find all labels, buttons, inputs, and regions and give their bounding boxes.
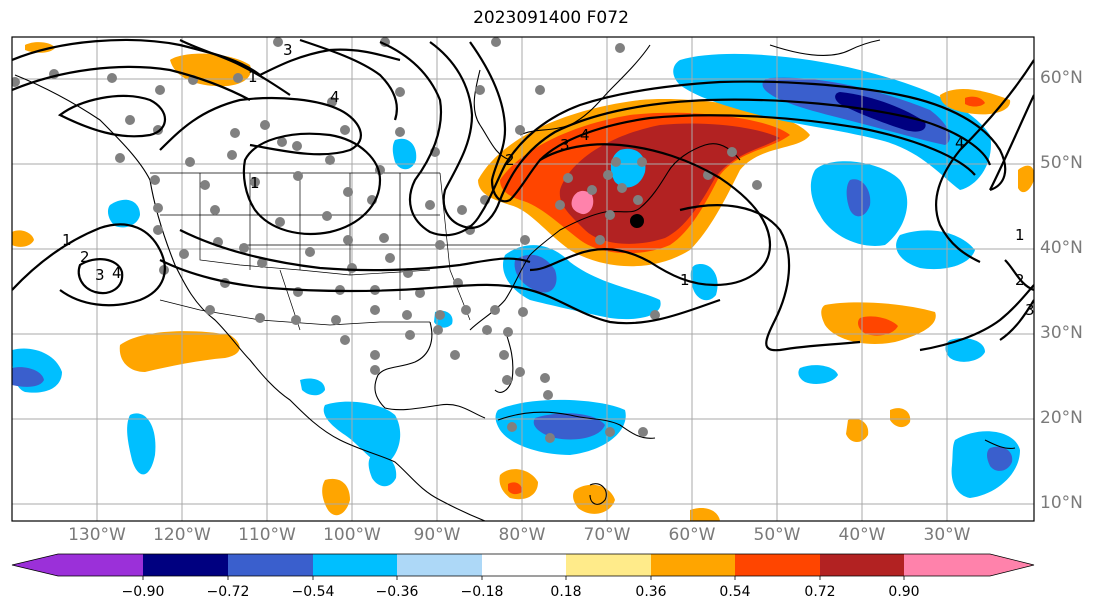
- contour-label: 4: [580, 126, 590, 144]
- lon-label: 70°W: [583, 525, 631, 545]
- warm-anomaly-orange-12: [890, 408, 911, 428]
- colorbar-tick-label: −0.54: [291, 584, 335, 600]
- lon-label: 40°W: [838, 525, 886, 545]
- colorbar-high-arrow: [990, 554, 1034, 576]
- lon-label: 90°W: [413, 525, 461, 545]
- warm-anomaly-orange-10: [1018, 165, 1034, 193]
- colorbar-tick-label: 0.72: [804, 584, 836, 600]
- contour-label: 3: [1025, 301, 1035, 319]
- contour-label: 4: [330, 88, 340, 106]
- cold-anomaly-cyan-6: [690, 264, 718, 301]
- colorbar-tick-label: −0.36: [375, 584, 419, 600]
- graticule: [12, 37, 1034, 521]
- lat-label: 40°N: [1040, 238, 1083, 258]
- warm-anomaly-orange-11: [12, 230, 34, 247]
- cold-anomaly-blue-2: [846, 179, 871, 217]
- lon-label: 50°W: [753, 525, 801, 545]
- contour-label: 2: [1015, 271, 1025, 289]
- warm-anomaly-orange-8: [322, 478, 350, 516]
- cold-anomaly-cyan-16: [798, 365, 838, 384]
- cold-anomaly-cyan-11: [127, 413, 156, 475]
- contour-label: 1: [250, 174, 260, 192]
- contour-label: 3: [95, 266, 105, 284]
- colorbar-tick-label: −0.90: [121, 584, 165, 600]
- lat-label: 10°N: [1040, 493, 1083, 513]
- contour-label: 1: [248, 68, 258, 86]
- warm-anomaly-orange-9: [573, 484, 615, 514]
- colorbar-tick-label: 0.18: [550, 584, 582, 600]
- cold-anomaly-cyan-4: [610, 148, 646, 188]
- colorbar-tick-label: 0.90: [888, 584, 920, 600]
- contour-label: 4: [112, 264, 122, 282]
- lon-label: 60°W: [668, 525, 716, 545]
- cold-anomaly-cyan-1: [673, 53, 991, 190]
- warm-anomaly-red-4: [508, 482, 523, 495]
- warm-anomaly-orange-13: [846, 418, 869, 443]
- lon-label: 110°W: [238, 525, 296, 545]
- lon-label: 130°W: [68, 525, 126, 545]
- lat-label: 60°N: [1040, 68, 1083, 88]
- colorbar: [11, 553, 1035, 580]
- cold-anomaly-cyan-13: [392, 138, 417, 170]
- contour-label: 1: [680, 271, 690, 289]
- warm-anomaly-orange-3: [25, 42, 55, 53]
- lon-label: 100°W: [323, 525, 381, 545]
- cold-anomaly-cyan-14: [945, 338, 985, 362]
- contour-label: 1: [62, 231, 72, 249]
- cold-anomaly-cyan-8: [323, 401, 401, 465]
- low-center-marker: [630, 214, 644, 228]
- warm-anomaly-orange-4: [119, 331, 240, 372]
- cold-anomaly-cyan-12: [107, 199, 140, 228]
- colorbar-low-arrow: [12, 554, 58, 576]
- warm-anomaly-pink: [571, 190, 594, 215]
- contour-label: 3: [560, 136, 570, 154]
- cold-anomaly-blue-4: [533, 413, 605, 440]
- contour-label-group: 1 1 3 1 2 3 4 4 2 3 4 1 4 1 2 3: [62, 41, 1035, 319]
- lat-label: 20°N: [1040, 408, 1083, 428]
- contour-label: 3: [283, 41, 293, 59]
- colorbar-tick-label: 0.54: [719, 584, 751, 600]
- contour-label: 4: [955, 134, 965, 152]
- colorbar-tick-label: −0.72: [206, 584, 250, 600]
- lat-label: 30°N: [1040, 323, 1083, 343]
- warm-anomaly-red-2: [858, 316, 898, 336]
- colorbar-tick-label: −0.18: [460, 584, 504, 600]
- lon-label: 120°W: [153, 525, 211, 545]
- contour-label: 2: [505, 151, 515, 169]
- lon-label: 30°W: [923, 525, 971, 545]
- contour-label: 1: [1015, 226, 1025, 244]
- lon-label: 80°W: [498, 525, 546, 545]
- lat-label: 50°N: [1040, 153, 1083, 173]
- station-dots: [12, 37, 762, 443]
- contour-label: 2: [80, 248, 90, 266]
- cold-anomaly-cyan-17: [300, 378, 325, 396]
- colorbar-tick-label: 0.36: [635, 584, 667, 600]
- warm-anomaly-orange-14: [690, 508, 720, 521]
- cold-anomaly-cyan-3: [896, 230, 975, 270]
- cold-anomaly-blue-6: [987, 446, 1013, 471]
- contours: [12, 38, 1034, 352]
- shaded-anomalies: [12, 42, 1034, 521]
- map-title: 2023091400 F072: [473, 8, 629, 28]
- cold-anomaly-blue-5: [12, 367, 44, 387]
- cold-anomaly-cyan-9: [368, 453, 397, 487]
- map-frame: [11, 36, 1035, 522]
- warm-anomaly-red-3: [965, 96, 985, 107]
